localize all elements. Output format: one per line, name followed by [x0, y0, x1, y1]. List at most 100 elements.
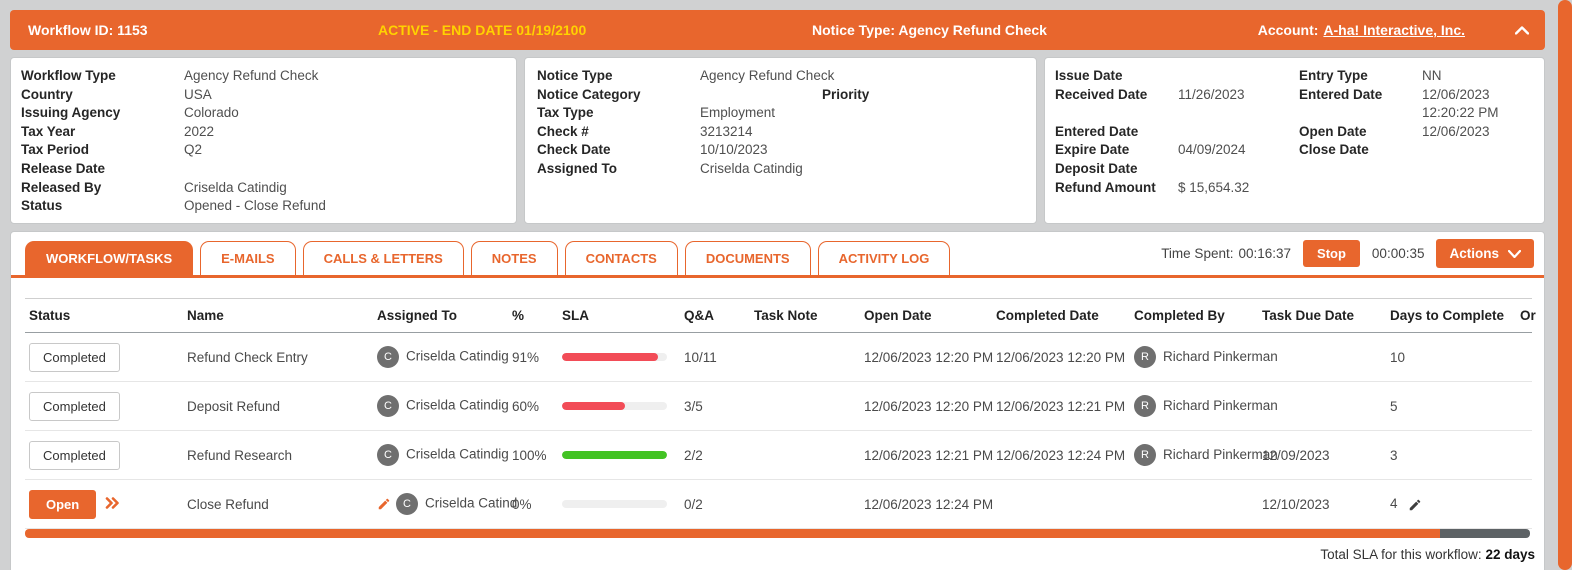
field-label: Issuing Agency [21, 105, 121, 121]
actions-label: Actions [1449, 246, 1499, 261]
column-header: Task Note [750, 298, 860, 333]
assignee-avatar: C [396, 493, 418, 515]
field-row: Workflow Type Agency Refund Check [21, 67, 506, 86]
edit-days-pencil-icon[interactable] [1408, 498, 1422, 512]
days-to-complete: 4 [1390, 496, 1398, 512]
field-label: Refund Amount [1055, 179, 1156, 195]
task-name: Refund Research [187, 447, 293, 463]
field-row: Assigned To Criselda Catindig [537, 160, 1026, 179]
task-status-button[interactable]: Completed [29, 342, 120, 372]
field-label: Status [21, 198, 63, 214]
actions-button[interactable]: Actions [1436, 239, 1534, 268]
field-value: 12/06/2023 12:20:22 PM [1422, 86, 1499, 121]
task-status-button[interactable]: Completed [29, 440, 120, 470]
tab[interactable]: DOCUMENTS [684, 241, 811, 275]
task-due-date: 12/09/2023 [1262, 447, 1330, 463]
field-row: Entered Date [1055, 123, 1299, 142]
expand-task-icon[interactable] [105, 497, 120, 512]
workflow-fields: Workflow Type Agency Refund Check Countr… [21, 67, 506, 216]
column-header: % [508, 298, 558, 333]
collapse-header-button[interactable] [1514, 26, 1530, 35]
field-value: Agency Refund Check [184, 68, 319, 83]
task-percent: 91% [512, 349, 540, 365]
field-row: Notice Type Agency Refund Check [537, 67, 1026, 86]
column-header: Task Due Date [1258, 298, 1386, 333]
horizontal-scrollbar[interactable] [25, 529, 1530, 538]
field-label: Assigned To [537, 160, 618, 176]
tab[interactable]: CONTACTS [564, 241, 678, 275]
task-row: Completed Refund Research C Criselda Cati… [25, 430, 1532, 480]
vertical-scrollbar[interactable] [1558, 0, 1572, 570]
field-value: 3213214 [700, 123, 753, 139]
field-value: NN [1422, 68, 1442, 83]
edit-assignee-pencil-icon[interactable] [377, 497, 391, 511]
stop-button[interactable]: Stop [1303, 240, 1360, 267]
field-row: Release Date [21, 160, 506, 179]
tasks-table-wrap: Status Name Assigned To% SLA Q&A Task Note Ope… [11, 278, 1544, 529]
field-label: Received Date [1055, 86, 1148, 102]
column-header: Completed Date [992, 298, 1130, 333]
field-label: Workflow Type [21, 68, 116, 83]
field-row: Country USA [21, 86, 506, 105]
page: Workflow ID: 1153 ACTIVE - END DATE 01/1… [10, 10, 1545, 570]
field-row: Expire Date 04/09/2024 [1055, 141, 1299, 160]
field-row: Open Date 12/06/2023 [1299, 123, 1540, 142]
completed-by: R Richard Pinkerman [1134, 346, 1278, 368]
time-spent-value: 00:16:37 [1238, 246, 1292, 261]
tab[interactable]: WORKFLOW/TASKS [25, 241, 194, 275]
field-value: Criselda Catindig [184, 179, 287, 195]
field-value: USA [184, 86, 212, 102]
task-row: Completed Refund Check Entry C Criselda C… [25, 332, 1532, 382]
notice-category-priority-row: Notice Category Priority [537, 86, 1026, 105]
task-status-button[interactable]: Open [29, 489, 97, 519]
session-timer: 00:00:35 [1371, 246, 1425, 261]
account-label: Account: [1257, 22, 1319, 38]
task-completed-date: 12/06/2023 12:20 PM [996, 349, 1126, 365]
sla-progress-bar [562, 353, 667, 361]
task-name: Close Refund [187, 496, 269, 512]
workflow-active-status: ACTIVE - END DATE 01/19/2100 [378, 22, 587, 38]
assignee-avatar: C [377, 346, 399, 368]
tab[interactable]: E-MAILS [200, 241, 296, 275]
tab[interactable]: NOTES [470, 241, 558, 275]
field-row: Deposit Date [1055, 160, 1299, 179]
dates-info-panel: Issue Date Received Date 11/26/2023 [1044, 57, 1545, 224]
field-value: Employment [700, 105, 776, 121]
account-link[interactable]: A-ha! Interactive, Inc. [1323, 22, 1465, 38]
tasks-table: Status Name Assigned To% SLA Q&A Task Note Ope… [25, 298, 1536, 529]
assignee-avatar: C [377, 444, 399, 466]
workflow-id: Workflow ID: 1153 [28, 22, 148, 38]
field-label: Tax Period [21, 142, 90, 158]
field-value: Criselda Catindig [700, 160, 803, 176]
field-value: Agency Refund Check [700, 68, 835, 83]
task-status-button[interactable]: Completed [29, 391, 120, 421]
task-open-date: 12/06/2023 12:24 PM [864, 496, 994, 512]
tab[interactable]: ACTIVITY LOG [817, 241, 951, 275]
field-label: Released By [21, 179, 102, 195]
total-sla-label: Total SLA for this workflow: [1320, 547, 1482, 562]
timer-area: Time Spent: 00:16:37 Stop 00:00:35 Actio… [1161, 239, 1534, 275]
field-value: 12/06/2023 [1422, 123, 1490, 139]
field-row: Tax Period Q2 [21, 141, 506, 160]
sla-progress-bar [562, 500, 667, 508]
assignee-avatar: C [377, 395, 399, 417]
completed-by-avatar: R [1134, 395, 1156, 417]
assignee-name: Criselda Catindig [406, 446, 509, 462]
days-to-complete: 3 [1390, 447, 1398, 463]
total-sla: Total SLA for this workflow: 22 days [11, 538, 1544, 562]
field-row: Tax Type Employment [537, 104, 1026, 123]
chevron-up-icon [1514, 22, 1530, 38]
priority-label: Priority [822, 86, 870, 102]
field-row: Check # 3213214 [537, 123, 1026, 142]
task-name: Refund Check Entry [187, 349, 308, 365]
header-account: Account: A-ha! Interactive, Inc. [1258, 22, 1465, 38]
sla-progress-bar [562, 402, 667, 410]
field-label: Entered Date [1299, 86, 1383, 102]
tab[interactable]: CALLS & LETTERS [302, 241, 464, 275]
horizontal-scrollbar-thumb[interactable] [1439, 529, 1530, 538]
field-row: Entry Type NN [1299, 67, 1540, 86]
task-percent: 0% [512, 496, 532, 512]
field-label: Check # [537, 123, 589, 139]
field-label: Issue Date [1055, 68, 1123, 83]
table-body: Completed Refund Check Entry C Criselda C… [25, 332, 1532, 529]
